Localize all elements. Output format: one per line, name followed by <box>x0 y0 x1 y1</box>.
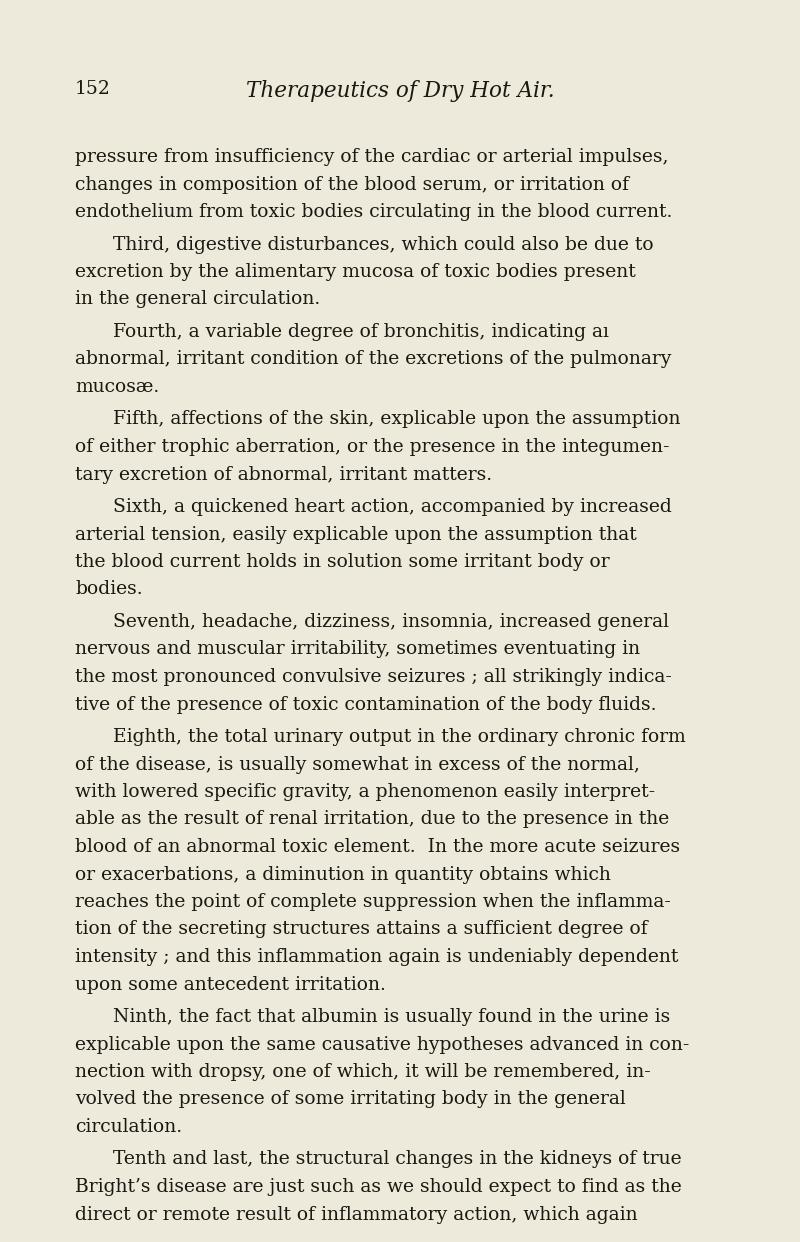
Text: pressure from insufficiency of the cardiac or arterial impulses,: pressure from insufficiency of the cardi… <box>75 148 669 166</box>
Text: of the disease, is usually somewhat in excess of the normal,: of the disease, is usually somewhat in e… <box>75 755 640 774</box>
Text: arterial tension, easily explicable upon the assumption that: arterial tension, easily explicable upon… <box>75 525 637 544</box>
Text: or exacerbations, a diminution in quantity obtains which: or exacerbations, a diminution in quanti… <box>75 866 611 883</box>
Text: volved the presence of some irritating body in the general: volved the presence of some irritating b… <box>75 1090 626 1109</box>
Text: Seventh, headache, dizziness, insomnia, increased general: Seventh, headache, dizziness, insomnia, … <box>113 614 669 631</box>
Text: tive of the presence of toxic contamination of the body fluids.: tive of the presence of toxic contaminat… <box>75 696 657 713</box>
Text: Sixth, a quickened heart action, accompanied by increased: Sixth, a quickened heart action, accompa… <box>113 498 672 515</box>
Text: tion of the secreting structures attains a sufficient degree of: tion of the secreting structures attains… <box>75 920 648 939</box>
Text: Third, digestive disturbances, which could also be due to: Third, digestive disturbances, which cou… <box>113 236 654 253</box>
Text: explicable upon the same causative hypotheses advanced in con-: explicable upon the same causative hypot… <box>75 1036 690 1053</box>
Text: the blood current holds in solution some irritant body or: the blood current holds in solution some… <box>75 553 610 571</box>
Text: intensity ; and this inflammation again is undeniably dependent: intensity ; and this inflammation again … <box>75 948 678 966</box>
Text: nection with dropsy, one of which, it will be remembered, in-: nection with dropsy, one of which, it wi… <box>75 1063 650 1081</box>
Text: Bright’s disease are just such as we should expect to find as the: Bright’s disease are just such as we sho… <box>75 1177 682 1196</box>
Text: circulation.: circulation. <box>75 1118 182 1136</box>
Text: of either trophic aberration, or the presence in the integumen-: of either trophic aberration, or the pre… <box>75 438 670 456</box>
Text: direct or remote result of inflammatory action, which again: direct or remote result of inflammatory … <box>75 1206 638 1223</box>
Text: abnormal, irritant condition of the excretions of the pulmonary: abnormal, irritant condition of the excr… <box>75 350 671 369</box>
Text: blood of an abnormal toxic element.  In the more acute seizures: blood of an abnormal toxic element. In t… <box>75 838 680 856</box>
Text: reaches the point of complete suppression when the inflamma-: reaches the point of complete suppressio… <box>75 893 671 910</box>
Text: bodies.: bodies. <box>75 580 142 599</box>
Text: excretion by the alimentary mucosa of toxic bodies present: excretion by the alimentary mucosa of to… <box>75 263 636 281</box>
Text: Tenth and last, the structural changes in the kidneys of true: Tenth and last, the structural changes i… <box>113 1150 682 1169</box>
Text: in the general circulation.: in the general circulation. <box>75 291 320 308</box>
Text: the most pronounced convulsive seizures ; all strikingly indica-: the most pronounced convulsive seizures … <box>75 668 672 686</box>
Text: changes in composition of the blood serum, or irritation of: changes in composition of the blood seru… <box>75 175 629 194</box>
Text: Eighth, the total urinary output in the ordinary chronic form: Eighth, the total urinary output in the … <box>113 728 686 746</box>
Text: Fourth, a variable degree of bronchitis, indicating aı: Fourth, a variable degree of bronchitis,… <box>113 323 609 342</box>
Text: upon some antecedent irritation.: upon some antecedent irritation. <box>75 975 386 994</box>
Text: Ninth, the fact that albumin is usually found in the urine is: Ninth, the fact that albumin is usually … <box>113 1009 670 1026</box>
Text: able as the result of renal irritation, due to the presence in the: able as the result of renal irritation, … <box>75 811 670 828</box>
Text: endothelium from toxic bodies circulating in the blood current.: endothelium from toxic bodies circulatin… <box>75 202 672 221</box>
Text: mucosæ.: mucosæ. <box>75 378 159 396</box>
Text: Fifth, affections of the skin, explicable upon the assumption: Fifth, affections of the skin, explicabl… <box>113 411 681 428</box>
Text: nervous and muscular irritability, sometimes eventuating in: nervous and muscular irritability, somet… <box>75 641 640 658</box>
Text: tary excretion of abnormal, irritant matters.: tary excretion of abnormal, irritant mat… <box>75 466 492 483</box>
Text: with lowered specific gravity, a phenomenon easily interpret-: with lowered specific gravity, a phenome… <box>75 782 655 801</box>
Text: Therapeutics of Dry Hot Air.: Therapeutics of Dry Hot Air. <box>246 79 554 102</box>
Text: 152: 152 <box>75 79 111 98</box>
